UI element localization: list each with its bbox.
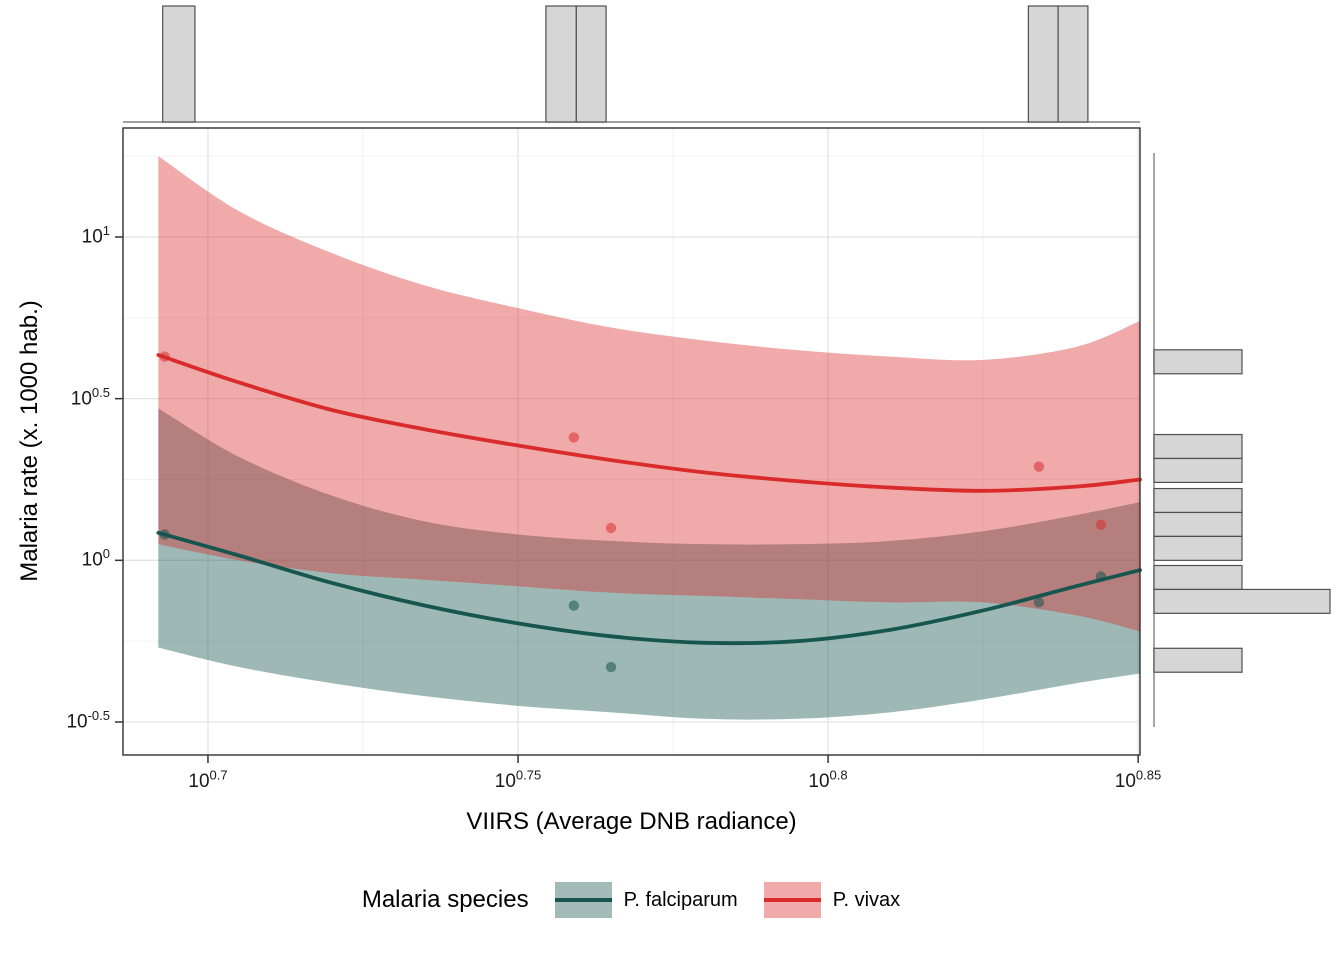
legend-label-falciparum: P. falciparum — [623, 888, 738, 911]
tick-base: 10 — [494, 771, 516, 792]
legend: Malaria species P. falciparum P. vivax — [0, 872, 1262, 928]
tick-exponent: 0.7 — [209, 767, 228, 783]
tick-exponent: 0.85 — [1135, 767, 1162, 783]
y-tick-label: 101 — [14, 224, 110, 248]
tick-exponent: 0.75 — [515, 767, 542, 783]
legend-key-line — [554, 898, 612, 902]
tick-base: 10 — [70, 388, 92, 410]
y-axis-title: Malaria rate (x. 1000 hab.) — [16, 300, 43, 582]
confidence-band — [158, 156, 1141, 632]
right-histogram-bar — [1153, 349, 1243, 375]
y-tick-label: 10-0.5 — [14, 709, 110, 733]
tick-exponent: 1 — [102, 223, 110, 239]
tick-base: 10 — [66, 711, 88, 733]
x-tick-label: 100.7 — [138, 769, 278, 792]
legend-label-vivax: P. vivax — [832, 888, 901, 911]
tick-base: 10 — [188, 771, 210, 792]
x-tick-label: 100.8 — [758, 769, 898, 792]
scatter-point — [1033, 597, 1045, 608]
panel-border — [122, 127, 1141, 756]
scatter-point — [1095, 571, 1107, 582]
x-tick-label: 100.75 — [448, 769, 588, 792]
right-histogram-bar — [1153, 433, 1243, 460]
x-tick-label: 100.85 — [1068, 769, 1208, 792]
y-tick-label: 100 — [14, 547, 110, 571]
legend-key-falciparum — [554, 882, 612, 918]
scatter-point — [605, 522, 617, 534]
legend-item-falciparum: P. falciparum — [554, 882, 738, 918]
top-histogram-bar — [162, 5, 196, 123]
right-histogram-bar — [1153, 564, 1243, 591]
legend-title: Malaria species — [361, 886, 529, 913]
right-histogram-bar — [1153, 535, 1243, 561]
x-axis-title: VIIRS (Average DNB radiance) — [466, 808, 797, 835]
scatter-point — [605, 661, 617, 673]
scatter-point — [568, 432, 580, 443]
tick-exponent: 0 — [102, 546, 110, 562]
top-histogram-bar — [1057, 5, 1089, 123]
smooth-line — [156, 353, 1142, 493]
scatter-point — [568, 600, 580, 611]
smooth-line — [156, 530, 1142, 646]
top-histogram-bar — [545, 5, 577, 123]
tick-exponent: 0.8 — [829, 767, 848, 783]
legend-item-vivax: P. vivax — [763, 882, 901, 918]
tick-base: 10 — [808, 771, 830, 792]
tick-exponent: -0.5 — [87, 708, 110, 724]
top-histogram-bar — [1027, 5, 1059, 123]
tick-exponent: 0.5 — [91, 385, 110, 401]
legend-key-vivax — [763, 882, 821, 918]
scatter-point — [1033, 461, 1045, 472]
scatter-point — [159, 529, 170, 540]
right-histogram-bar — [1153, 647, 1243, 673]
y-tick-label: 100.5 — [14, 386, 110, 410]
scatter-point — [159, 351, 170, 362]
right-histogram-bar — [1153, 588, 1331, 614]
confidence-band — [158, 408, 1141, 720]
right-histogram-bar — [1153, 487, 1243, 514]
tick-base: 10 — [81, 549, 103, 571]
right-histogram-bar — [1153, 511, 1243, 538]
tick-base: 10 — [1114, 771, 1136, 792]
scatter-point — [1095, 519, 1107, 530]
plot-panel — [123, 128, 1140, 755]
tick-base: 10 — [81, 226, 103, 248]
legend-key-line — [763, 898, 821, 902]
top-histogram-bar — [575, 5, 607, 123]
right-histogram-bar — [1153, 457, 1243, 484]
